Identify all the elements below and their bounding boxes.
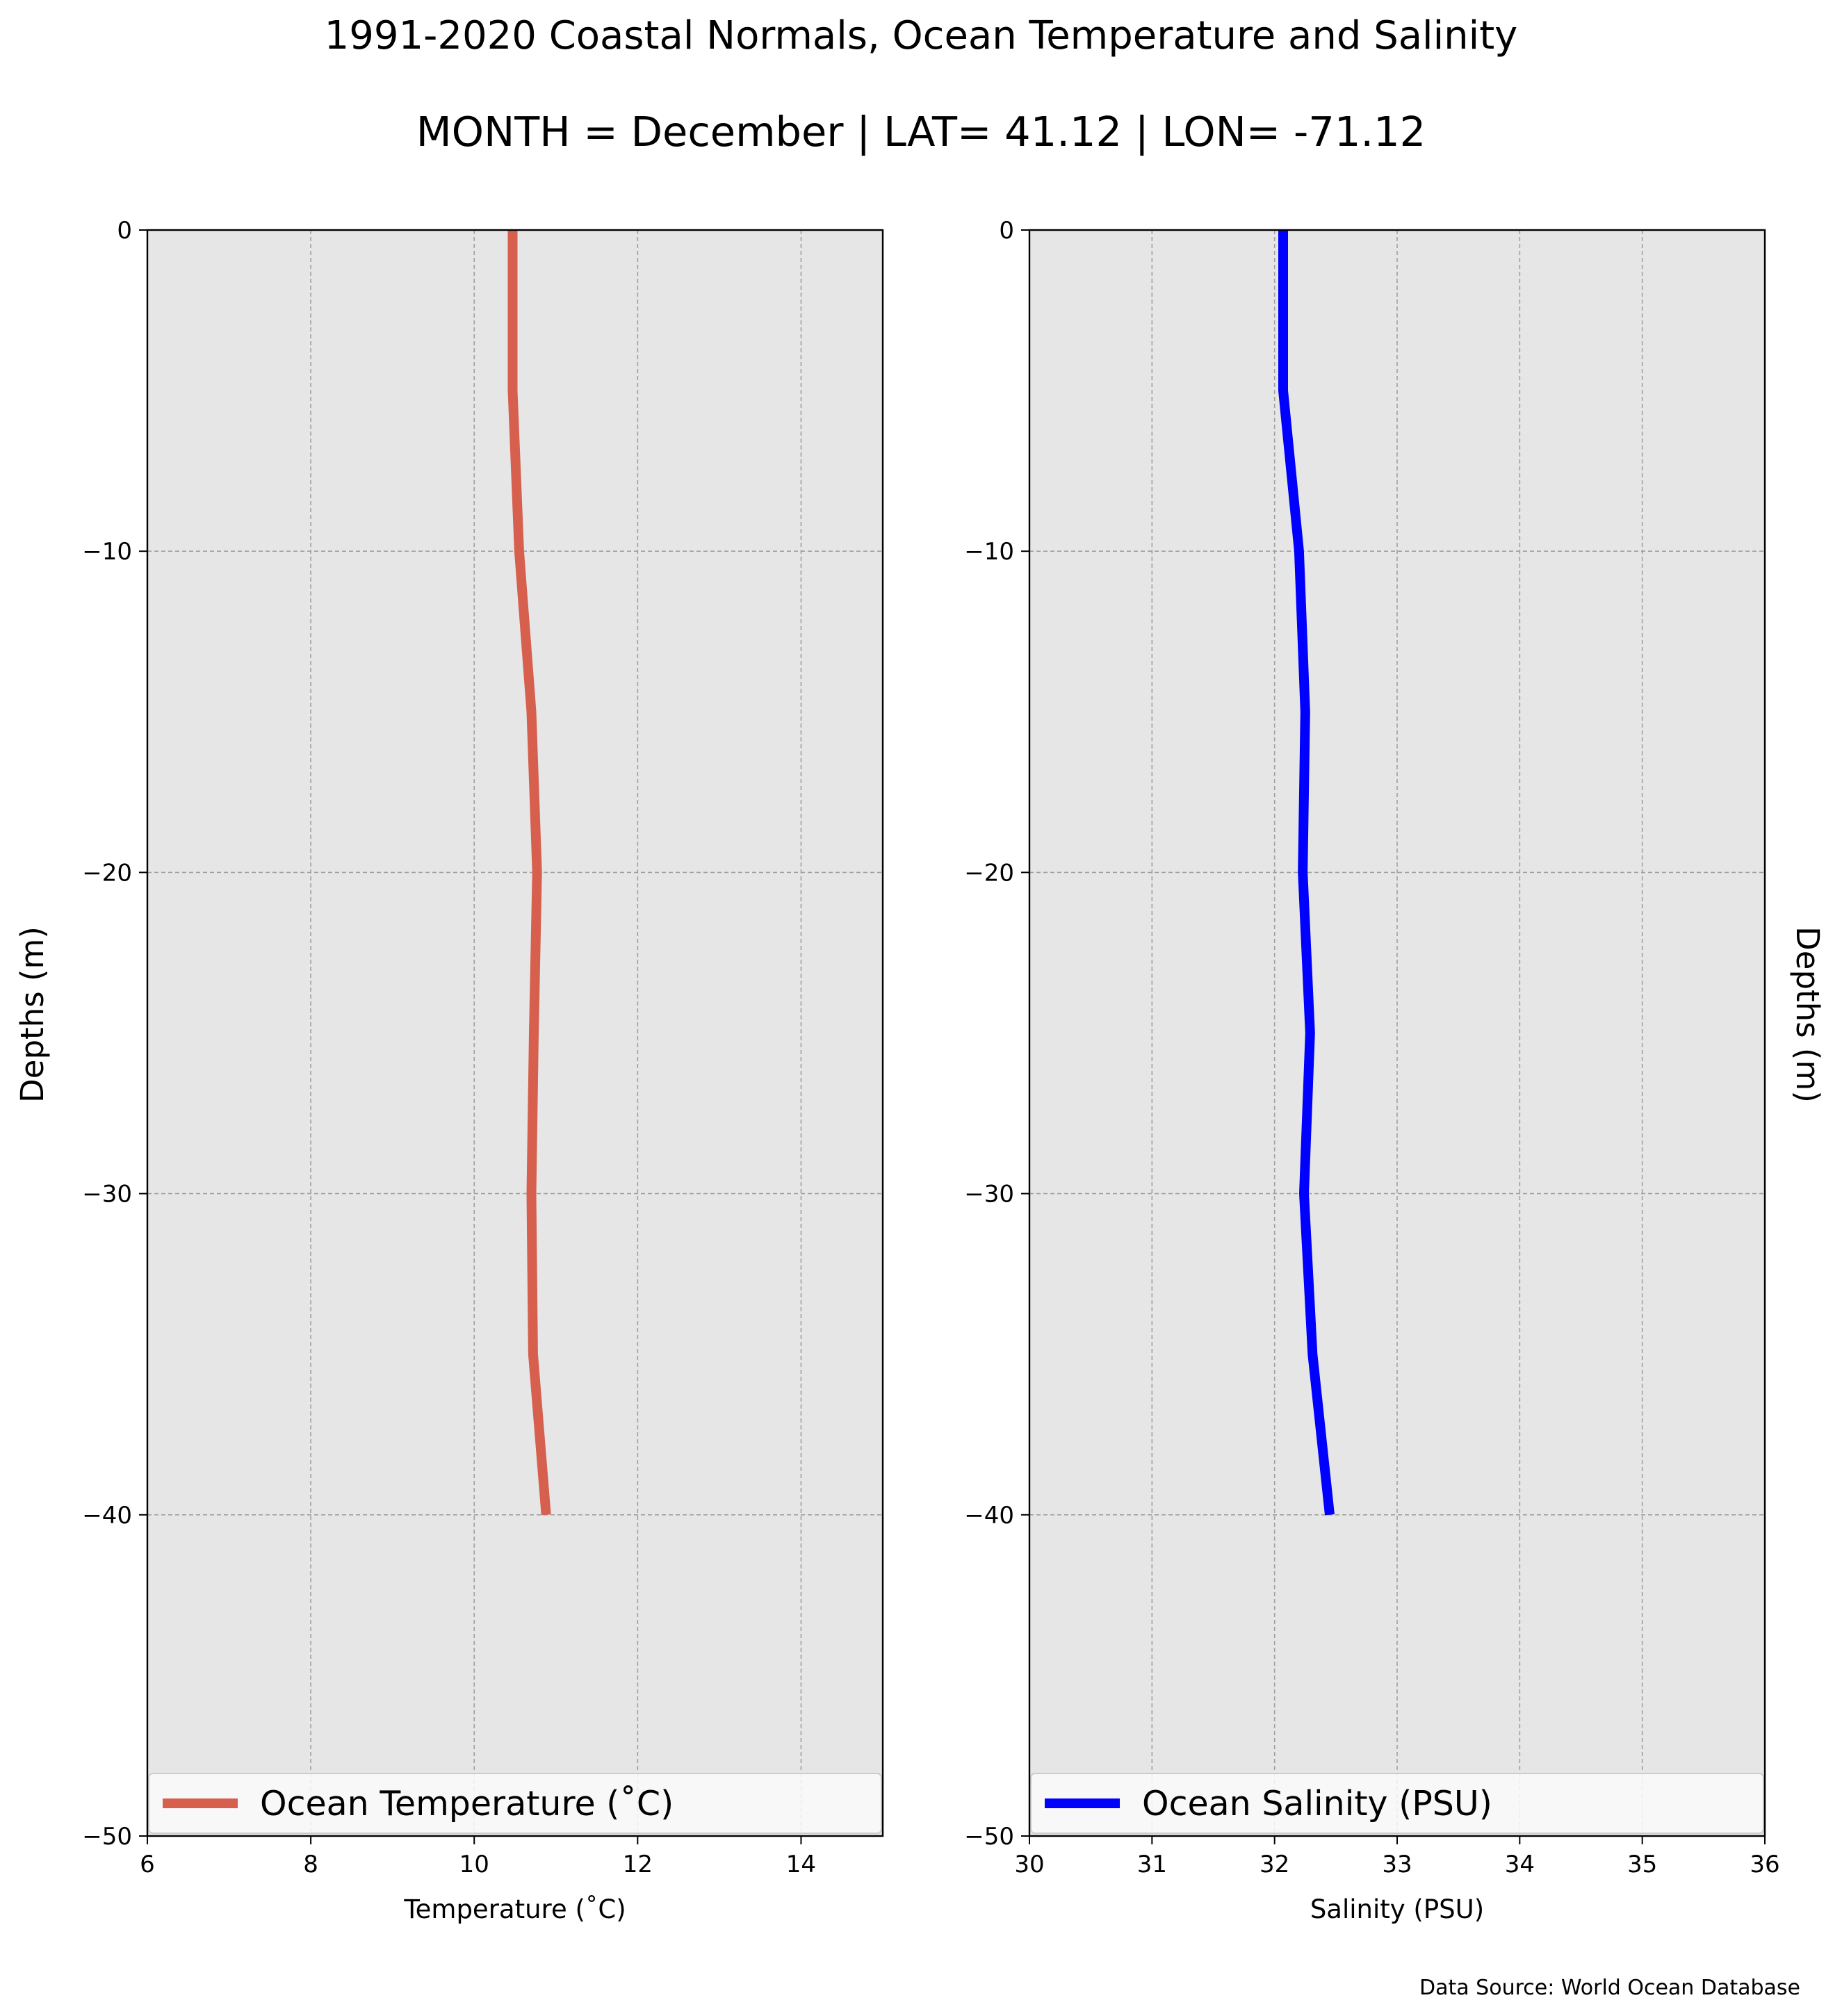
chart-title: 1991-2020 Coastal Normals, Ocean Tempera… xyxy=(325,13,1518,58)
salinity-legend xyxy=(1030,1773,1764,1834)
temperature-y-tick-label: 0 xyxy=(117,217,132,245)
temperature-y-tick-label: −50 xyxy=(82,1823,132,1851)
left-y-axis-label: Depths (m) xyxy=(14,926,51,1103)
temperature-series-line xyxy=(507,230,551,1516)
temperature-panel: Ocean Temperature (˚C) 6 8 10 12 14 0 −10 −20 −30… xyxy=(82,217,884,1924)
salinity-legend-label: Ocean Salinity (PSU) xyxy=(1142,1784,1492,1824)
salinity-series-line xyxy=(1278,230,1335,1516)
salinity-y-tick-label: −20 xyxy=(964,859,1014,887)
temperature-y-tick-label: −40 xyxy=(82,1502,132,1530)
salinity-x-tick-label: 34 xyxy=(1505,1851,1535,1878)
chart-subtitle: MONTH = December | LAT= 41.12 | LON= -71… xyxy=(416,108,1426,156)
right-y-axis-label: Depths (m) xyxy=(1789,926,1826,1103)
temperature-y-tick-label: −30 xyxy=(82,1181,132,1208)
salinity-y-tick-label: −30 xyxy=(964,1181,1014,1208)
temperature-x-tick-label: 8 xyxy=(303,1851,318,1878)
temperature-x-tick-label: 6 xyxy=(140,1851,155,1878)
salinity-x-tick-label: 32 xyxy=(1260,1851,1289,1878)
salinity-y-tick-label: 0 xyxy=(999,217,1014,245)
salinity-x-tick-label: 30 xyxy=(1014,1851,1044,1878)
temperature-legend xyxy=(148,1773,882,1834)
data-source-note: Data Source: World Ocean Database xyxy=(1419,1976,1800,2000)
temperature-y-tick-label: −20 xyxy=(82,859,132,887)
salinity-x-tick-label: 31 xyxy=(1137,1851,1167,1878)
temperature-legend-label: Ocean Temperature (˚C) xyxy=(260,1784,674,1824)
salinity-panel: Ocean Salinity (PSU) 30 31 32 33 34 35 36 0 −10 −2… xyxy=(964,217,1779,1924)
salinity-x-tick-label: 35 xyxy=(1627,1851,1657,1878)
temperature-x-axis-label: Temperature (˚C) xyxy=(403,1894,626,1924)
temperature-axes-frame xyxy=(146,229,884,1837)
temperature-x-tick-label: 14 xyxy=(786,1851,816,1878)
salinity-y-tick-label: −10 xyxy=(964,538,1014,566)
salinity-y-tick-label: −50 xyxy=(964,1823,1014,1851)
salinity-x-tick-label: 33 xyxy=(1382,1851,1412,1878)
temperature-y-tick-label: −10 xyxy=(82,538,132,566)
salinity-x-tick-label: 36 xyxy=(1750,1851,1779,1878)
salinity-x-axis-label: Salinity (PSU) xyxy=(1310,1894,1484,1924)
salinity-y-tick-label: −40 xyxy=(964,1502,1014,1530)
temperature-x-tick-label: 10 xyxy=(459,1851,489,1878)
temperature-x-tick-label: 12 xyxy=(623,1851,653,1878)
